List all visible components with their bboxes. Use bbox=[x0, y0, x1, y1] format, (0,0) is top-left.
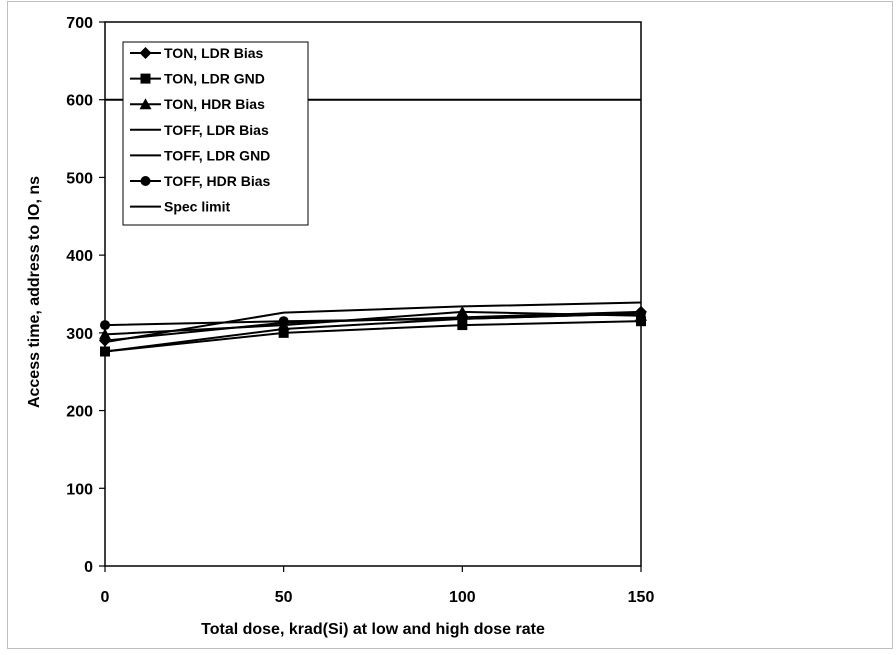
line-chart: 0 100 200 300 400 500 600 700 0 50 100 150 TON, LD… bbox=[26, 15, 655, 638]
data-point-circle bbox=[457, 313, 468, 324]
legend-marker-circle bbox=[140, 176, 151, 186]
y-tick-label: 500 bbox=[66, 170, 93, 187]
data-point-triangle bbox=[456, 305, 469, 317]
legend-entry: TOFF, LDR GND bbox=[130, 147, 270, 163]
chart-frame: 0 100 200 300 400 500 600 700 0 50 100 150 TON, LD… bbox=[7, 1, 893, 649]
x-tick-label: 0 bbox=[101, 589, 110, 606]
y-tick-label: 400 bbox=[66, 248, 93, 265]
legend-entry: TOFF, LDR Bias bbox=[130, 122, 269, 138]
y-axis-label: Access time, address to IO, ns bbox=[26, 176, 43, 408]
series-line bbox=[104, 301, 642, 344]
y-tick-label: 700 bbox=[66, 15, 93, 32]
x-tick-label: 100 bbox=[449, 589, 476, 606]
y-tick-label: 100 bbox=[66, 481, 93, 498]
series-toff-hdr-bias bbox=[100, 308, 646, 331]
legend-box bbox=[122, 41, 309, 226]
legend-label: Spec limit bbox=[164, 199, 230, 215]
legend-label: TON, HDR Bias bbox=[164, 96, 265, 112]
legend-entry: TON, LDR GND bbox=[130, 71, 265, 87]
legend-label: TOFF, LDR GND bbox=[164, 147, 270, 163]
y-tick-label: 600 bbox=[66, 93, 93, 110]
data-point-square bbox=[636, 316, 646, 327]
series-line bbox=[104, 320, 642, 353]
data-point-circle bbox=[278, 316, 289, 327]
x-tick-label: 150 bbox=[628, 589, 655, 606]
series-toff-ldr-gnd bbox=[104, 301, 642, 344]
data-point-circle bbox=[636, 308, 646, 319]
legend-entry: TON, LDR Bias bbox=[130, 45, 264, 61]
legend-entry: Spec limit bbox=[130, 199, 230, 215]
x-axis-ticks: 0 50 100 150 bbox=[101, 566, 655, 606]
y-tick-label: 300 bbox=[66, 326, 93, 343]
legend-marker-diamond bbox=[139, 47, 152, 59]
data-point-square bbox=[278, 327, 289, 338]
legend-label: TOFF, LDR Bias bbox=[164, 122, 269, 138]
data-point-circle bbox=[100, 320, 110, 331]
data-point-triangle bbox=[99, 328, 111, 340]
legend-entry: TOFF, HDR Bias bbox=[130, 173, 271, 189]
legend-marker-triangle bbox=[139, 98, 152, 110]
y-tick-label: 200 bbox=[66, 404, 93, 421]
x-tick-label: 50 bbox=[275, 589, 293, 606]
series-line bbox=[104, 310, 642, 336]
y-axis-ticks: 0 100 200 300 400 500 600 700 bbox=[66, 15, 105, 576]
series-line bbox=[104, 312, 642, 327]
legend-entry: TON, HDR Bias bbox=[130, 96, 265, 112]
y-tick-label: 0 bbox=[84, 559, 93, 576]
legend: TON, LDR Bias TON, LDR GND TON, HDR Bias TO… bbox=[122, 41, 309, 226]
legend-marker-square bbox=[140, 73, 151, 84]
legend-label: TOFF, HDR Bias bbox=[164, 173, 271, 189]
x-axis-label: Total dose, krad(Si) at low and high dos… bbox=[201, 621, 545, 638]
data-point-square bbox=[457, 320, 468, 331]
legend-label: TON, LDR GND bbox=[164, 71, 265, 87]
legend-label: TON, LDR Bias bbox=[164, 45, 264, 61]
